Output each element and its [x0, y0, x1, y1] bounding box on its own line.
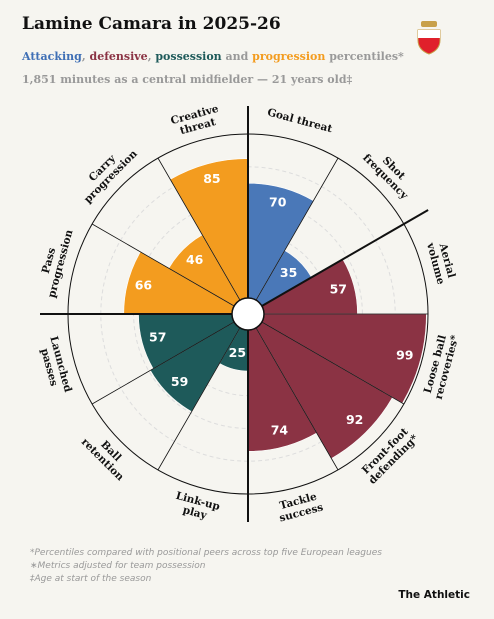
subtitle-part: and	[222, 50, 252, 63]
center-hole	[231, 297, 265, 331]
subtitle-part: possession	[155, 50, 221, 63]
value-label: 59	[171, 374, 188, 389]
crest-band	[418, 30, 440, 38]
footnote: *Percentiles compared with positional pe…	[30, 548, 382, 558]
subtitle-part: defensive	[90, 50, 148, 63]
subtitle-part: ,	[82, 50, 90, 63]
value-label: 92	[346, 412, 363, 427]
crest-crown	[421, 21, 437, 27]
subtitle: Attacking, defensive, possession and pro…	[21, 50, 404, 63]
group-divider	[261, 209, 429, 307]
category-label: Goal threat	[266, 106, 334, 135]
slice-line	[255, 157, 339, 301]
slice-line	[255, 327, 339, 471]
value-label: 57	[330, 281, 347, 296]
subtitle-part: percentiles*	[325, 50, 404, 63]
value-label: 35	[280, 265, 297, 280]
subtitle-part: Attacking	[21, 50, 82, 63]
slice-line	[261, 321, 405, 405]
value-label: 57	[149, 330, 166, 345]
chart-title: Lamine Camara in 2025-26	[22, 14, 281, 34]
subtitle-part: progression	[252, 50, 325, 63]
footnote: ∗Metrics adjusted for team possession	[30, 561, 206, 571]
slice-line	[157, 327, 241, 471]
value-label: 46	[186, 252, 204, 267]
footnote: ‡Age at start of the season	[29, 574, 152, 584]
slice-line	[157, 157, 241, 301]
club-crest	[417, 21, 441, 55]
value-label: 70	[269, 195, 287, 210]
value-label: 99	[396, 348, 413, 363]
category-line: Goal threat	[266, 106, 334, 135]
value-label: 74	[271, 423, 289, 438]
slice-line	[91, 223, 235, 307]
value-label: 85	[203, 171, 220, 186]
source: The Athletic	[398, 589, 470, 601]
note: 1,851 minutes as a central midfielder — …	[22, 73, 353, 86]
value-label: 66	[135, 277, 153, 292]
subtitle-part: ,	[148, 50, 156, 63]
slice-line	[91, 321, 235, 405]
value-label: 25	[229, 345, 246, 360]
